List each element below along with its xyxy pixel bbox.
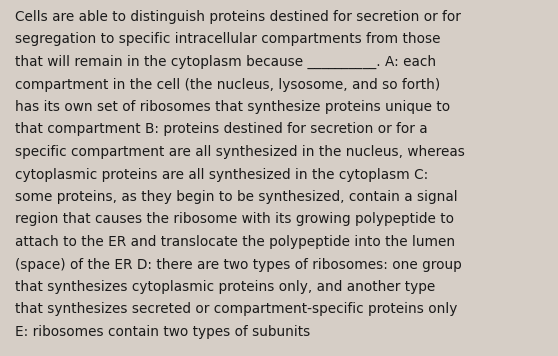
Text: cytoplasmic proteins are all synthesized in the cytoplasm C:: cytoplasmic proteins are all synthesized… xyxy=(15,168,428,182)
Text: that compartment B: proteins destined for secretion or for a: that compartment B: proteins destined fo… xyxy=(15,122,427,136)
Text: that synthesizes cytoplasmic proteins only, and another type: that synthesizes cytoplasmic proteins on… xyxy=(15,280,435,294)
Text: attach to the ER and translocate the polypeptide into the lumen: attach to the ER and translocate the pol… xyxy=(15,235,455,249)
Text: segregation to specific intracellular compartments from those: segregation to specific intracellular co… xyxy=(15,32,440,47)
Text: E: ribosomes contain two types of subunits: E: ribosomes contain two types of subuni… xyxy=(15,325,310,339)
Text: (space) of the ER D: there are two types of ribosomes: one group: (space) of the ER D: there are two types… xyxy=(15,257,462,272)
Text: that synthesizes secreted or compartment-specific proteins only: that synthesizes secreted or compartment… xyxy=(15,303,458,316)
Text: that will remain in the cytoplasm because __________. A: each: that will remain in the cytoplasm becaus… xyxy=(15,55,436,69)
Text: some proteins, as they begin to be synthesized, contain a signal: some proteins, as they begin to be synth… xyxy=(15,190,458,204)
Text: Cells are able to distinguish proteins destined for secretion or for: Cells are able to distinguish proteins d… xyxy=(15,10,461,24)
Text: compartment in the cell (the nucleus, lysosome, and so forth): compartment in the cell (the nucleus, ly… xyxy=(15,78,440,91)
Text: has its own set of ribosomes that synthesize proteins unique to: has its own set of ribosomes that synthe… xyxy=(15,100,450,114)
Text: specific compartment are all synthesized in the nucleus, whereas: specific compartment are all synthesized… xyxy=(15,145,465,159)
Text: region that causes the ribosome with its growing polypeptide to: region that causes the ribosome with its… xyxy=(15,213,454,226)
